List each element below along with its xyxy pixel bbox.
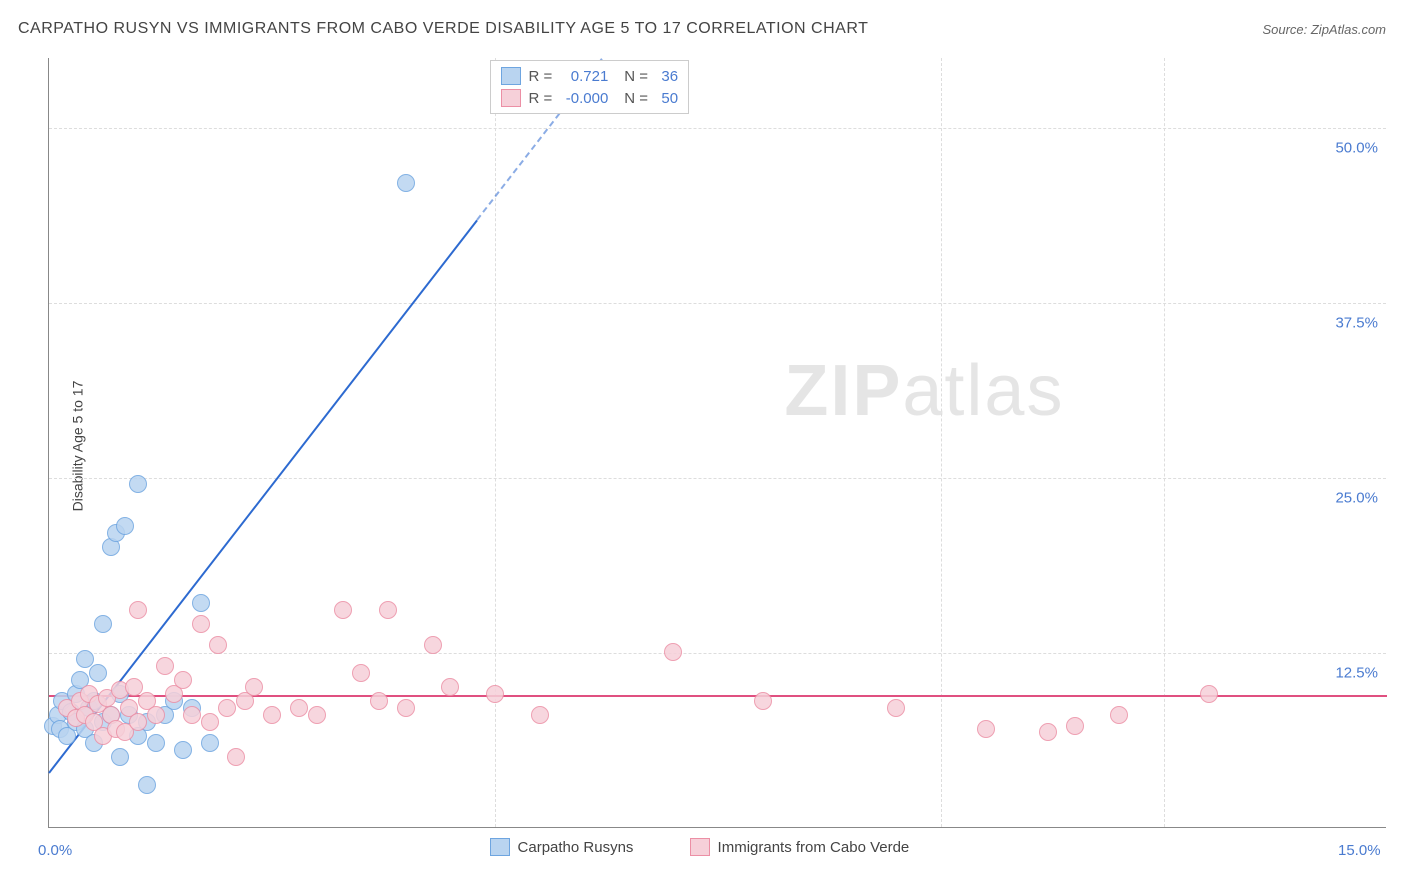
data-point [129,475,147,493]
data-point [192,594,210,612]
data-point [486,685,504,703]
data-point [147,734,165,752]
data-point [887,699,905,717]
legend-swatch [501,67,521,85]
data-point [209,636,227,654]
data-point [334,601,352,619]
data-point [424,636,442,654]
r-value: 0.721 [558,68,608,85]
data-point [352,664,370,682]
y-tick-label: 50.0% [1335,140,1378,157]
data-point [174,741,192,759]
gridline-vertical [495,58,496,827]
legend-swatch [690,838,710,856]
correlation-legend-row: R = 0.721 N = 36 [501,65,679,87]
source-attribution: Source: ZipAtlas.com [1262,22,1386,37]
data-point [156,657,174,675]
data-point [664,643,682,661]
data-point [138,776,156,794]
watermark-atlas: atlas [902,351,1064,431]
data-point [201,713,219,731]
n-label: N = [624,68,648,85]
data-point [89,664,107,682]
legend-swatch [501,89,521,107]
chart-title: CARPATHO RUSYN VS IMMIGRANTS FROM CABO V… [18,20,868,38]
data-point [218,699,236,717]
y-tick-label: 37.5% [1335,315,1378,332]
data-point [174,671,192,689]
gridline-horizontal [49,128,1386,129]
data-point [201,734,219,752]
data-point [308,706,326,724]
gridline-horizontal [49,303,1386,304]
legend-label: Immigrants from Cabo Verde [718,839,910,856]
data-point [1110,706,1128,724]
data-point [441,678,459,696]
data-point [531,706,549,724]
n-value: 50 [654,90,678,107]
correlation-legend: R = 0.721 N = 36 R = -0.000 N = 50 [490,60,690,114]
data-point [1066,717,1084,735]
data-point [977,720,995,738]
data-point [227,748,245,766]
data-point [1200,685,1218,703]
r-label: R = [529,90,553,107]
data-point [183,706,201,724]
legend-swatch [490,838,510,856]
scatter-plot-area: ZIPatlas 12.5% 25.0% 37.5% 50.0% [48,58,1386,828]
series-legend-item: Carpatho Rusyns [490,838,634,856]
gridline-horizontal [49,653,1386,654]
data-point [111,748,129,766]
data-point [245,678,263,696]
y-tick-label: 25.0% [1335,490,1378,507]
series-legend-item: Immigrants from Cabo Verde [690,838,910,856]
data-point [290,699,308,717]
data-point [397,174,415,192]
data-point [397,699,415,717]
data-point [370,692,388,710]
data-point [129,601,147,619]
x-tick-label: 15.0% [1338,842,1381,859]
gridline-horizontal [49,478,1386,479]
data-point [76,650,94,668]
y-tick-label: 12.5% [1335,665,1378,682]
gridline-vertical [1164,58,1165,827]
r-label: R = [529,68,553,85]
data-point [754,692,772,710]
data-point [94,615,112,633]
watermark-zip: ZIP [784,351,902,431]
data-point [147,706,165,724]
r-value: -0.000 [558,90,608,107]
data-point [1039,723,1057,741]
x-tick-label: 0.0% [38,842,72,859]
data-point [125,678,143,696]
n-value: 36 [654,68,678,85]
legend-label: Carpatho Rusyns [518,839,634,856]
n-label: N = [624,90,648,107]
correlation-legend-row: R = -0.000 N = 50 [501,87,679,109]
data-point [379,601,397,619]
gridline-vertical [941,58,942,827]
watermark: ZIPatlas [784,350,1064,432]
data-point [116,517,134,535]
data-point [192,615,210,633]
data-point [129,713,147,731]
data-point [263,706,281,724]
